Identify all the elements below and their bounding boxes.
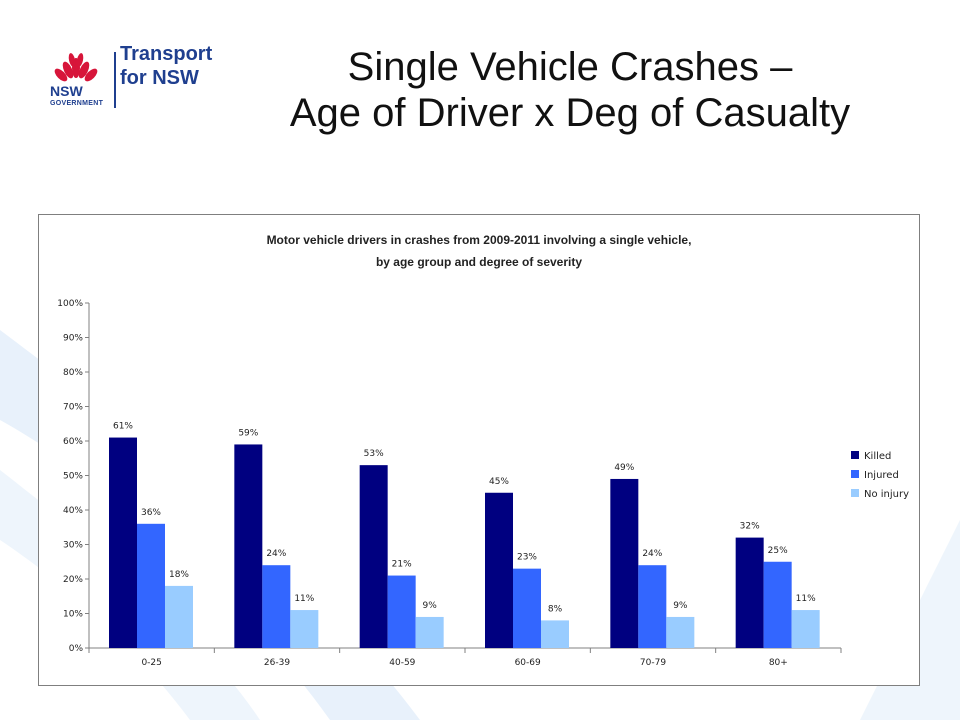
nsw-waratah-logo <box>54 52 116 108</box>
data-label: 21% <box>392 560 412 570</box>
data-label: 9% <box>673 601 688 611</box>
data-label: 24% <box>642 549 662 559</box>
logo-government-text: GOVERNMENT <box>50 100 104 107</box>
bar-injured <box>137 523 165 648</box>
bar-killed <box>109 437 137 648</box>
legend-label: No injury <box>864 489 909 500</box>
legend-label: Injured <box>864 470 899 481</box>
bar-chart: Motor vehicle drivers in crashes from 20… <box>57 233 909 668</box>
bar-killed <box>359 465 388 648</box>
y-tick-label: 20% <box>63 575 83 585</box>
logo-line-for-nsw: for NSW <box>120 67 199 89</box>
slide-title: Single Vehicle Crashes – Age of Driver x… <box>200 44 940 136</box>
bar-injured <box>638 565 667 648</box>
data-label: 18% <box>169 570 189 580</box>
data-label: 59% <box>238 428 258 438</box>
y-tick-label: 30% <box>63 541 83 551</box>
bar-injured <box>262 565 291 648</box>
data-label: 25% <box>768 546 788 556</box>
data-label: 9% <box>423 601 438 611</box>
bar-killed <box>735 537 764 648</box>
y-tick-label: 10% <box>63 610 83 620</box>
bar-injured <box>387 575 416 648</box>
legend-swatch <box>851 470 859 478</box>
x-tick-label: 0-25 <box>141 658 161 668</box>
bar-no-injury <box>165 585 193 648</box>
bar-injured <box>763 561 792 648</box>
chart-area: Motor vehicle drivers in crashes from 20… <box>38 214 920 686</box>
data-label: 8% <box>548 604 563 614</box>
legend-swatch <box>851 451 859 459</box>
legend-label: Killed <box>864 451 891 462</box>
chart-title-line1: Motor vehicle drivers in crashes from 20… <box>267 233 692 247</box>
x-tick-label: 80+ <box>769 658 788 668</box>
y-tick-label: 70% <box>63 403 83 413</box>
x-tick-label: 70-79 <box>640 658 666 668</box>
data-label: 49% <box>614 463 634 473</box>
bar-no-injury <box>791 610 820 648</box>
bar-killed <box>610 478 639 648</box>
slide-title-line1: Single Vehicle Crashes – <box>347 45 793 89</box>
logo-nsw-text: NSW <box>50 83 83 99</box>
bar-no-injury <box>541 620 569 648</box>
data-label: 61% <box>113 422 133 432</box>
data-label: 45% <box>489 477 509 487</box>
y-tick-label: 90% <box>63 334 83 344</box>
bar-no-injury <box>666 616 695 648</box>
data-label: 11% <box>294 594 314 604</box>
bar-no-injury <box>290 610 319 648</box>
chart-title-line2: by age group and degree of severity <box>376 255 582 269</box>
data-label: 23% <box>517 553 537 563</box>
logo-line-transport: Transport <box>120 43 213 65</box>
legend-swatch <box>851 489 859 497</box>
y-tick-label: 40% <box>63 506 83 516</box>
y-tick-label: 100% <box>57 299 83 309</box>
bar-injured <box>513 568 541 648</box>
bar-no-injury <box>415 616 444 648</box>
slide-title-line2: Age of Driver x Deg of Casualty <box>289 91 851 135</box>
y-tick-label: 60% <box>63 437 83 447</box>
data-label: 32% <box>740 522 760 532</box>
x-tick-label: 40-59 <box>389 658 415 668</box>
bar-killed <box>234 444 263 648</box>
y-tick-label: 80% <box>63 368 83 378</box>
data-label: 36% <box>141 508 161 518</box>
x-tick-label: 60-69 <box>515 658 541 668</box>
y-tick-label: 50% <box>63 472 83 482</box>
y-tick-label: 0% <box>69 644 84 654</box>
logo-wordmark: Transport for NSW <box>120 42 212 90</box>
data-label: 11% <box>796 594 816 604</box>
bar-killed <box>485 492 513 648</box>
data-label: 24% <box>266 549 286 559</box>
data-label: 53% <box>364 449 384 459</box>
x-tick-label: 26-39 <box>264 658 290 668</box>
